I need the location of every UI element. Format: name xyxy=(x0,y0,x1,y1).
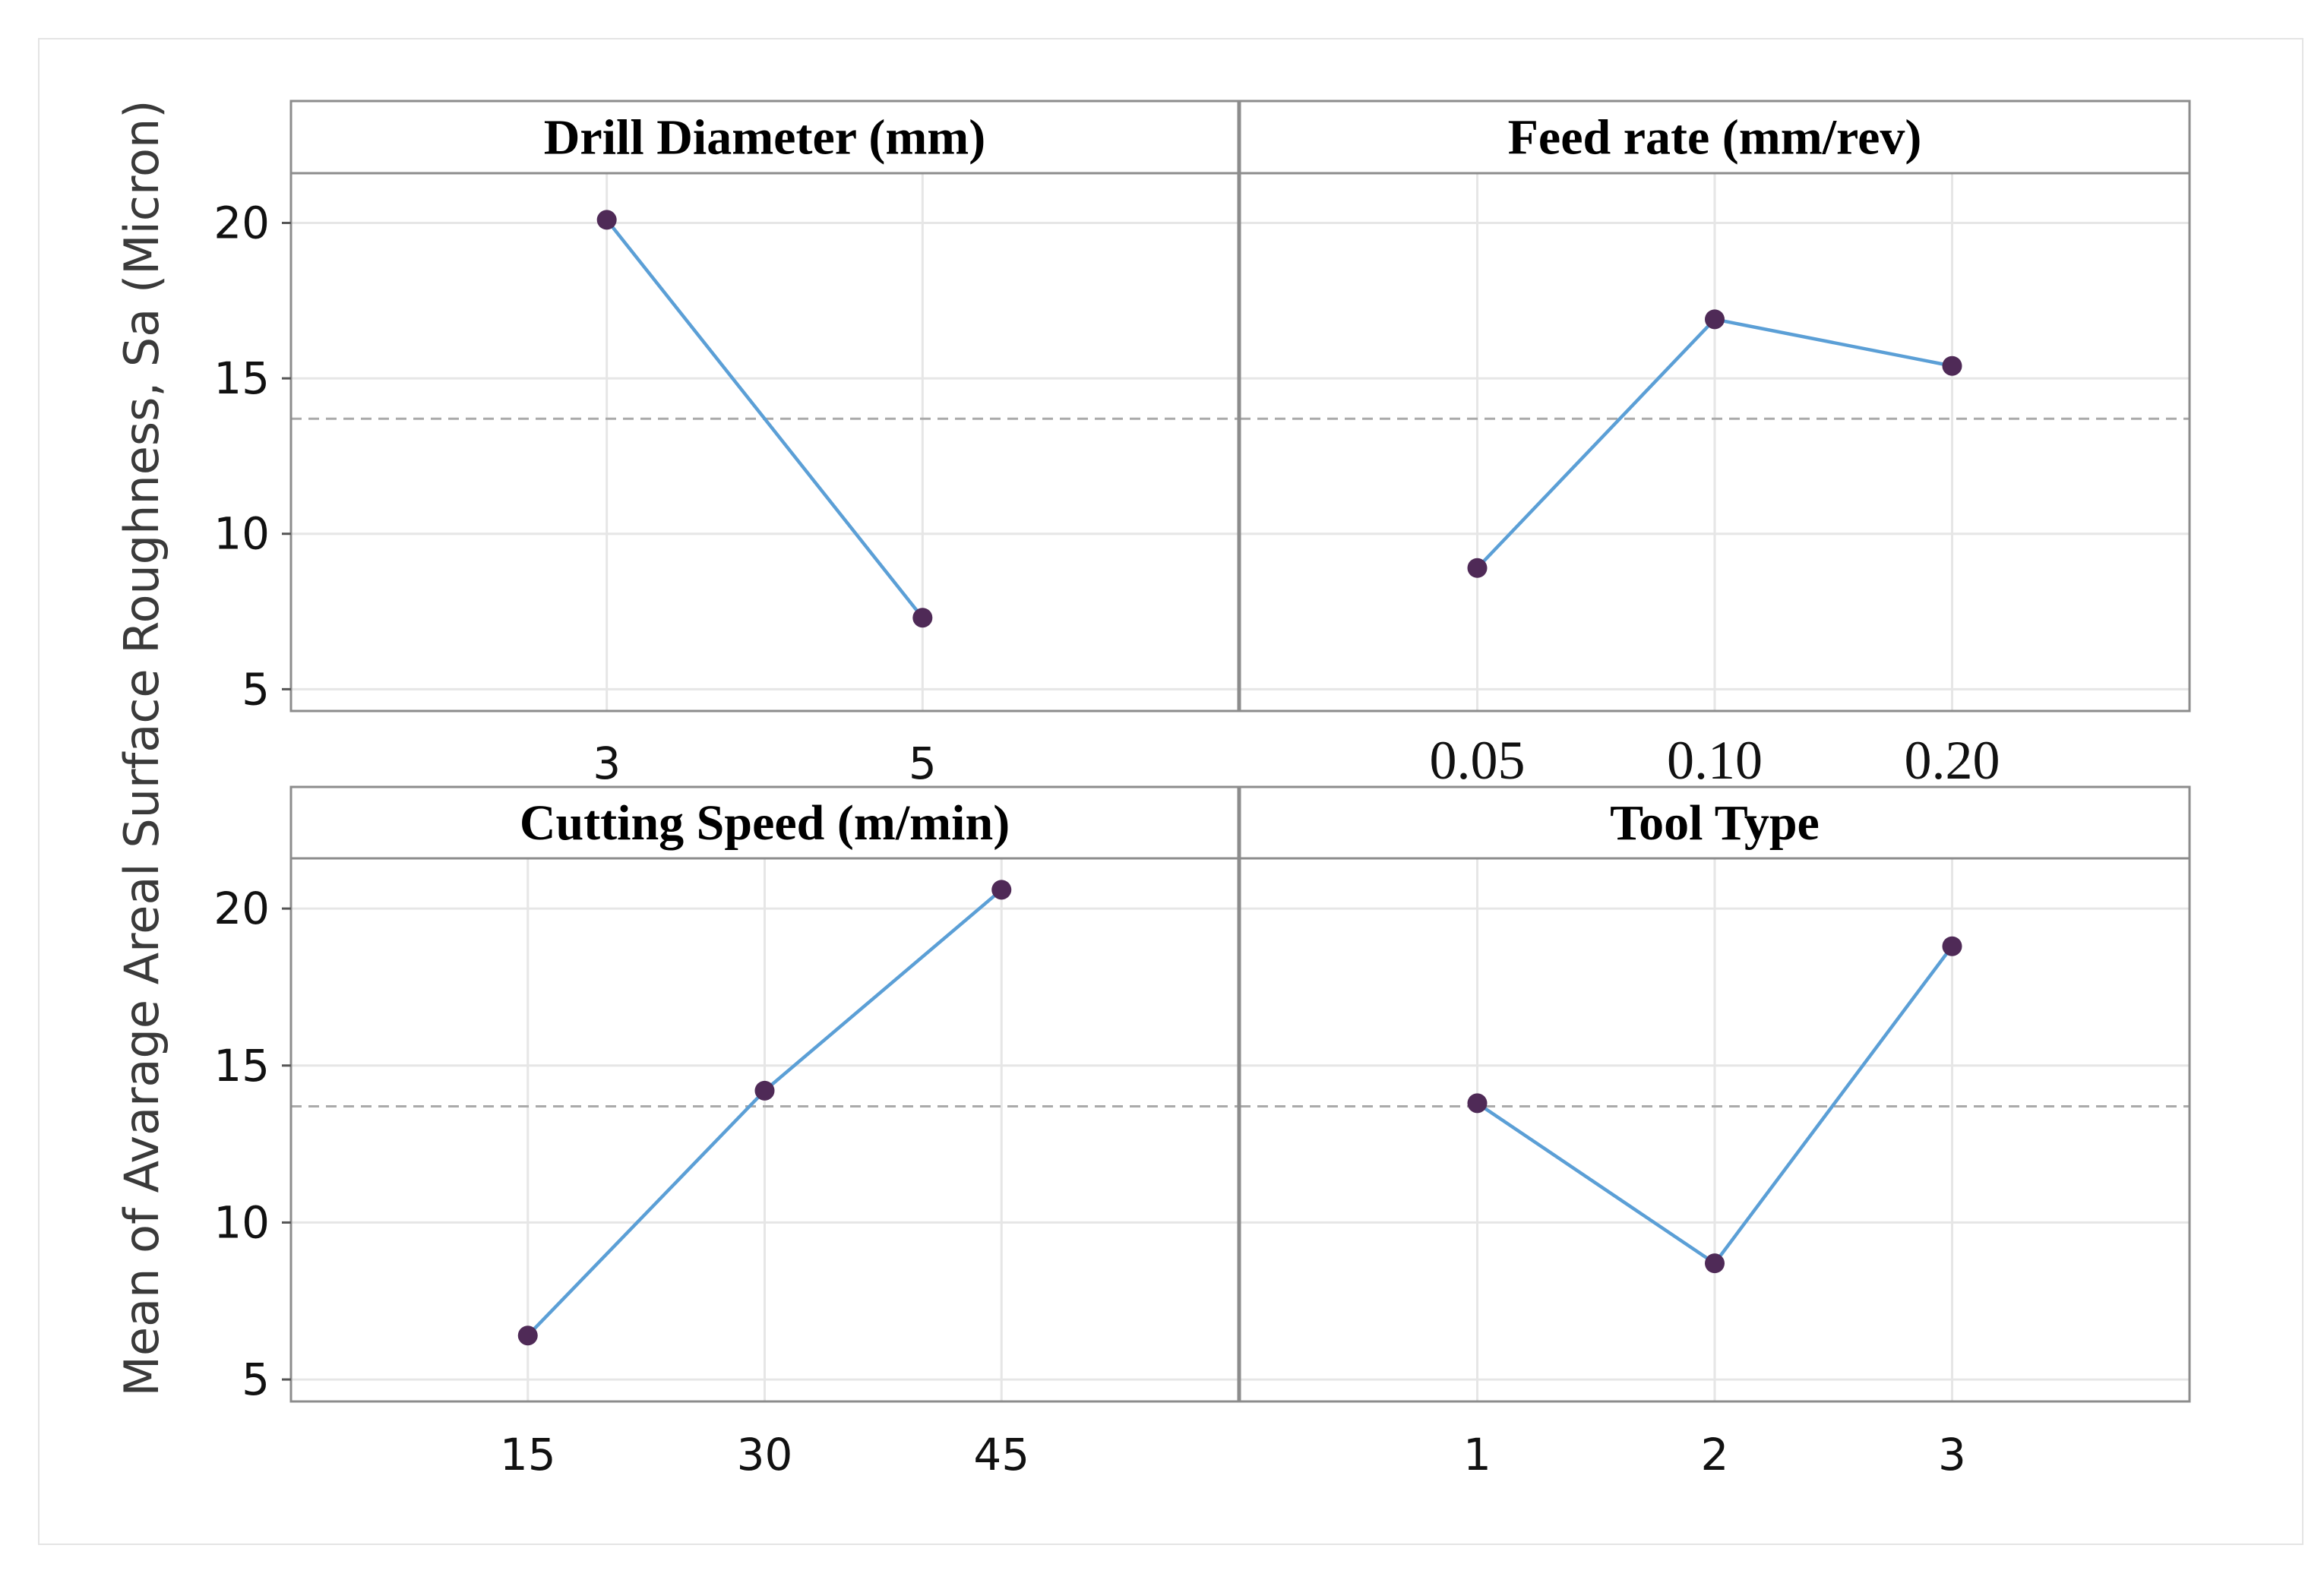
figure-frame xyxy=(38,38,2303,1545)
x-tick-label: 0.10 xyxy=(1667,730,1763,791)
data-point xyxy=(1705,309,1725,330)
x-tick-label: 2 xyxy=(1701,1429,1729,1480)
x-tick-label: 1 xyxy=(1463,1429,1491,1480)
x-tick-label: 3 xyxy=(1938,1429,1966,1480)
y-tick-label: 5 xyxy=(242,663,270,715)
panel-title: Drill Diameter (mm) xyxy=(544,110,986,166)
panel-title: Cutting Speed (m/min) xyxy=(520,795,1010,851)
data-point xyxy=(912,608,933,628)
x-tick-label: 3 xyxy=(593,738,621,789)
data-point xyxy=(991,880,1012,900)
y-tick-label: 10 xyxy=(213,508,270,560)
panel-title: Tool Type xyxy=(1610,795,1820,851)
data-point xyxy=(1942,936,1962,956)
x-tick-label: 15 xyxy=(500,1429,556,1480)
x-tick-label: 0.20 xyxy=(1905,730,2000,791)
x-tick-label: 0.05 xyxy=(1430,730,1526,791)
y-tick-label: 15 xyxy=(213,1040,270,1092)
series-line xyxy=(605,218,925,619)
data-point xyxy=(1705,1253,1725,1274)
y-tick-label: 20 xyxy=(213,197,270,248)
data-point xyxy=(517,1325,538,1346)
y-tick-label: 15 xyxy=(213,352,270,404)
x-tick-label: 45 xyxy=(973,1429,1029,1480)
data-point xyxy=(1467,558,1488,578)
data-point xyxy=(754,1080,775,1101)
x-tick-label: 30 xyxy=(737,1429,793,1480)
y-axis-label: Mean of Avarage Areal Surface Roughness,… xyxy=(114,100,169,1397)
panel-title-box xyxy=(1238,785,2191,860)
data-point xyxy=(596,210,617,230)
y-tick-label: 5 xyxy=(242,1354,270,1405)
data-point xyxy=(1467,1093,1488,1114)
panel-title-box xyxy=(1238,100,2191,175)
data-point xyxy=(1942,355,1962,376)
y-tick-label: 10 xyxy=(213,1196,270,1248)
y-tick-label: 20 xyxy=(213,883,270,934)
panel-title-box xyxy=(289,100,1240,175)
panel-title: Feed rate (mm/rev) xyxy=(1508,110,1922,166)
panel-title-box xyxy=(289,785,1240,860)
x-tick-label: 5 xyxy=(909,738,937,789)
plot-area xyxy=(291,173,1238,711)
